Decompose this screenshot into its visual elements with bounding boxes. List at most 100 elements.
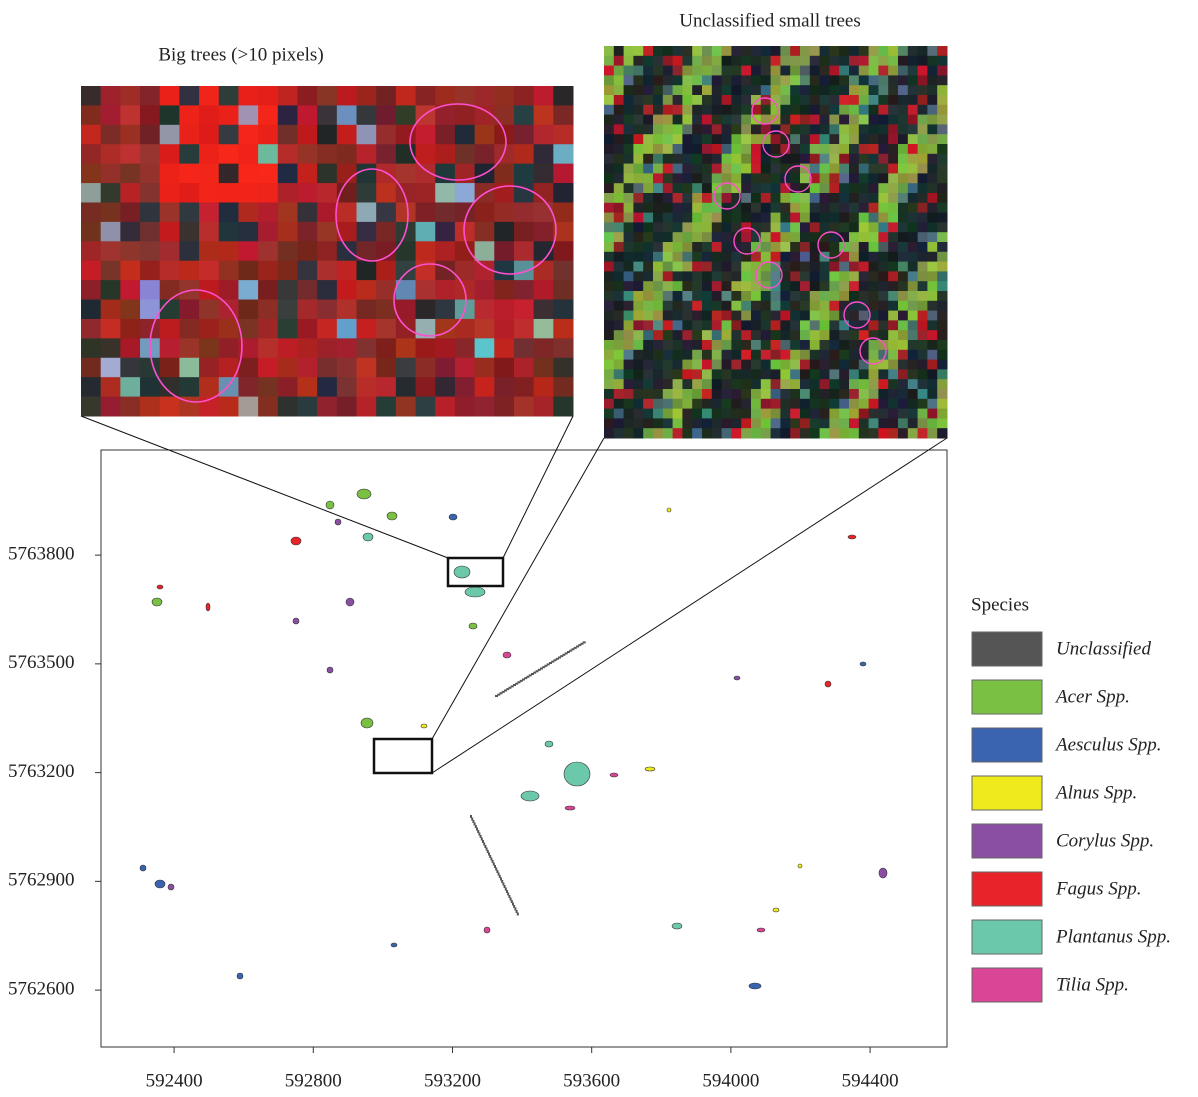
pixel (278, 338, 298, 358)
legend-label: Corylus Spp. (1056, 830, 1154, 851)
pixel (800, 46, 810, 56)
pixel (179, 241, 199, 261)
tree-polygon (237, 973, 243, 979)
pixel (673, 409, 683, 419)
pixel (614, 144, 624, 154)
pixel (810, 389, 820, 399)
pixel (643, 134, 653, 144)
pixel (702, 360, 712, 370)
pixel (702, 75, 712, 85)
pixel (839, 360, 849, 370)
pixel (829, 369, 839, 379)
pixel (712, 340, 722, 350)
pixel (820, 291, 830, 301)
pixel (927, 193, 937, 203)
pixel (810, 222, 820, 232)
pixel (297, 202, 317, 222)
pixel (278, 397, 298, 417)
pixel (771, 144, 781, 154)
pixel (722, 340, 732, 350)
pixel (435, 105, 455, 125)
pixel (790, 330, 800, 340)
pixel (673, 164, 683, 174)
pixel (810, 193, 820, 203)
pixel (800, 301, 810, 311)
tree-polygon (773, 908, 779, 912)
pixel (810, 134, 820, 144)
pixel (258, 222, 278, 242)
pixel (908, 301, 918, 311)
pixel (643, 46, 653, 56)
pixel (633, 154, 643, 164)
pixel (160, 241, 180, 261)
pixel (888, 409, 898, 419)
pixel (643, 85, 653, 95)
pixel (396, 338, 416, 358)
pixel (653, 124, 663, 134)
pixel (771, 105, 781, 115)
pixel (741, 389, 751, 399)
pixel (849, 369, 859, 379)
pixel (722, 105, 732, 115)
pixel (810, 369, 820, 379)
pixel (829, 281, 839, 291)
pixel (780, 369, 790, 379)
pixel (337, 358, 357, 378)
pixel (839, 164, 849, 174)
pixel (219, 202, 239, 222)
pixel (869, 193, 879, 203)
pixel (918, 144, 928, 154)
tree-polygon (825, 681, 831, 687)
pixel (692, 350, 702, 360)
tree-polygon (583, 641, 586, 643)
pixel (849, 183, 859, 193)
pixel (918, 291, 928, 301)
pixel (780, 203, 790, 213)
pixel (160, 222, 180, 242)
pixel (731, 213, 741, 223)
pixel (869, 203, 879, 213)
pixel (101, 377, 121, 397)
pixel (771, 154, 781, 164)
pixel (790, 134, 800, 144)
tree-polygon (152, 598, 162, 606)
pixel (839, 389, 849, 399)
pixel (475, 397, 495, 417)
pixel (820, 46, 830, 56)
pixel (937, 301, 947, 311)
pixel (653, 193, 663, 203)
pixel (624, 193, 634, 203)
pixel (317, 261, 337, 281)
pixel (633, 369, 643, 379)
pixel (396, 202, 416, 222)
pixel (918, 115, 928, 125)
pixel (614, 379, 624, 389)
pixel (829, 291, 839, 301)
pixel (810, 311, 820, 321)
tree-polygon (484, 927, 490, 933)
pixel (604, 144, 614, 154)
pixel (357, 300, 377, 320)
pixel (673, 428, 683, 438)
pixel (937, 124, 947, 134)
pixel (140, 241, 160, 261)
pixel (604, 252, 614, 262)
pixel (682, 95, 692, 105)
pixel (297, 338, 317, 358)
pixel (682, 409, 692, 419)
pixel (160, 144, 180, 164)
pixel (761, 350, 771, 360)
pixel (898, 115, 908, 125)
pixel (878, 75, 888, 85)
pixel (859, 85, 869, 95)
pixel (278, 241, 298, 261)
pixel (771, 409, 781, 419)
pixel (614, 66, 624, 76)
pixel (898, 144, 908, 154)
pixel (692, 213, 702, 223)
pixel (238, 280, 258, 300)
pixel (633, 428, 643, 438)
pixel (731, 369, 741, 379)
pixel (475, 144, 495, 164)
pixel (633, 203, 643, 213)
